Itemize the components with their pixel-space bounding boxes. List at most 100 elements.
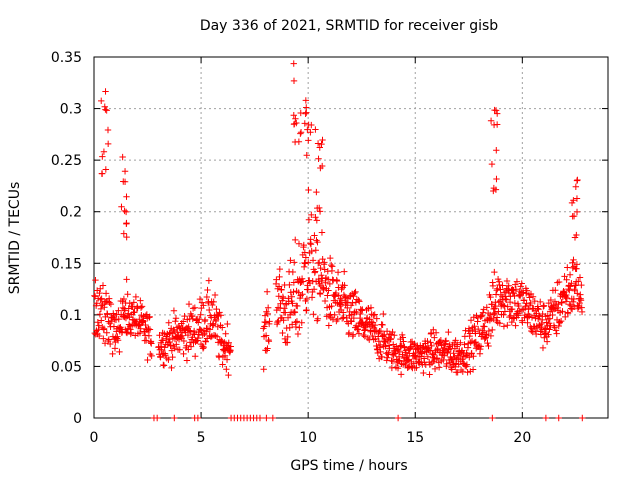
data-point-marker bbox=[305, 121, 312, 129]
data-point-marker bbox=[296, 324, 303, 331]
data-point-marker bbox=[290, 288, 297, 296]
data-point-marker bbox=[180, 337, 188, 345]
data-point-marker bbox=[314, 140, 322, 147]
data-point-marker bbox=[205, 277, 213, 284]
data-point-marker bbox=[441, 352, 448, 359]
data-point-marker bbox=[99, 282, 107, 289]
data-point-marker bbox=[491, 106, 498, 114]
data-point-marker bbox=[486, 317, 494, 324]
data-point-marker bbox=[546, 315, 554, 322]
data-point-marker bbox=[399, 334, 407, 341]
data-point-marker bbox=[216, 309, 223, 316]
data-point-marker bbox=[512, 322, 519, 329]
data-point-marker bbox=[475, 325, 482, 333]
data-point-marker bbox=[500, 302, 507, 309]
data-point-marker bbox=[301, 259, 308, 267]
data-point-marker bbox=[260, 366, 267, 373]
data-point-marker bbox=[313, 188, 320, 196]
data-point-marker bbox=[269, 414, 277, 422]
data-point-marker bbox=[104, 126, 112, 134]
data-point-marker bbox=[353, 308, 360, 316]
data-point-marker bbox=[123, 328, 130, 336]
data-point-marker bbox=[317, 290, 324, 298]
data-point-marker bbox=[384, 354, 391, 361]
data-point-marker bbox=[120, 178, 127, 185]
data-point-marker bbox=[515, 312, 522, 319]
data-point-marker bbox=[284, 339, 291, 346]
data-point-marker bbox=[314, 315, 322, 322]
data-point-marker bbox=[333, 277, 341, 285]
data-point-marker bbox=[494, 275, 502, 283]
data-point-marker bbox=[318, 229, 326, 236]
data-point-marker bbox=[303, 109, 310, 116]
data-point-marker bbox=[300, 241, 307, 249]
data-point-marker bbox=[100, 148, 108, 155]
data-point-marker bbox=[463, 361, 471, 368]
data-point-marker bbox=[280, 317, 287, 324]
data-point-marker bbox=[318, 272, 325, 279]
data-point-marker bbox=[517, 283, 524, 290]
data-point-marker bbox=[112, 316, 120, 324]
data-point-marker bbox=[211, 291, 219, 299]
data-point-marker bbox=[520, 289, 527, 296]
data-point-marker bbox=[520, 296, 528, 304]
data-point-marker bbox=[410, 360, 417, 367]
data-point-marker bbox=[266, 318, 273, 325]
data-point-marker bbox=[562, 313, 569, 321]
y-tick-label: 0.15 bbox=[51, 256, 82, 272]
data-point-marker bbox=[146, 326, 154, 333]
data-point-marker bbox=[206, 326, 214, 333]
data-point-marker bbox=[493, 314, 501, 321]
data-point-marker bbox=[572, 183, 580, 190]
data-point-marker bbox=[320, 286, 327, 294]
data-point-marker bbox=[407, 344, 414, 352]
data-point-marker bbox=[355, 323, 362, 330]
data-point-marker bbox=[547, 296, 555, 304]
data-point-marker bbox=[291, 309, 299, 316]
data-point-marker bbox=[504, 303, 511, 310]
data-point-marker bbox=[297, 109, 304, 117]
data-point-marker bbox=[500, 311, 507, 319]
data-point-marker bbox=[448, 366, 456, 373]
data-point-marker bbox=[159, 337, 167, 344]
plot-frame bbox=[93, 56, 609, 419]
data-point-marker bbox=[206, 306, 213, 314]
data-point-marker bbox=[374, 349, 382, 357]
data-point-marker bbox=[210, 321, 217, 328]
data-point-marker bbox=[217, 312, 225, 319]
data-point-marker bbox=[102, 290, 110, 297]
data-point-marker bbox=[490, 310, 498, 318]
data-point-marker bbox=[274, 318, 281, 326]
data-point-marker bbox=[462, 352, 470, 360]
data-point-marker bbox=[355, 296, 362, 304]
data-point-marker bbox=[135, 322, 143, 329]
data-point-marker bbox=[276, 273, 283, 281]
data-point-marker bbox=[301, 120, 308, 127]
data-point-marker bbox=[312, 247, 319, 254]
data-point-marker bbox=[532, 314, 539, 322]
data-point-marker bbox=[493, 287, 500, 294]
data-point-marker bbox=[302, 254, 310, 261]
y-tick-label: 0.25 bbox=[51, 153, 82, 169]
data-point-marker bbox=[166, 338, 174, 346]
data-point-marker bbox=[524, 319, 531, 326]
data-point-marker bbox=[450, 350, 457, 357]
data-point-marker bbox=[183, 342, 190, 349]
data-point-marker bbox=[415, 358, 422, 365]
data-point-marker bbox=[203, 293, 211, 301]
data-point-marker bbox=[457, 339, 464, 346]
data-point-marker bbox=[523, 287, 531, 294]
data-point-marker bbox=[497, 286, 504, 293]
data-point-marker bbox=[305, 186, 312, 194]
data-point-marker bbox=[123, 193, 130, 200]
data-point-marker bbox=[537, 298, 544, 306]
data-point-marker bbox=[178, 332, 186, 339]
data-point-marker bbox=[97, 285, 104, 292]
data-point-marker bbox=[311, 232, 318, 239]
data-point-marker bbox=[321, 297, 329, 305]
data-point-marker bbox=[137, 297, 144, 304]
data-point-marker bbox=[169, 353, 176, 361]
data-point-marker bbox=[115, 307, 122, 314]
data-point-marker bbox=[503, 296, 510, 304]
data-point-marker bbox=[431, 365, 439, 373]
